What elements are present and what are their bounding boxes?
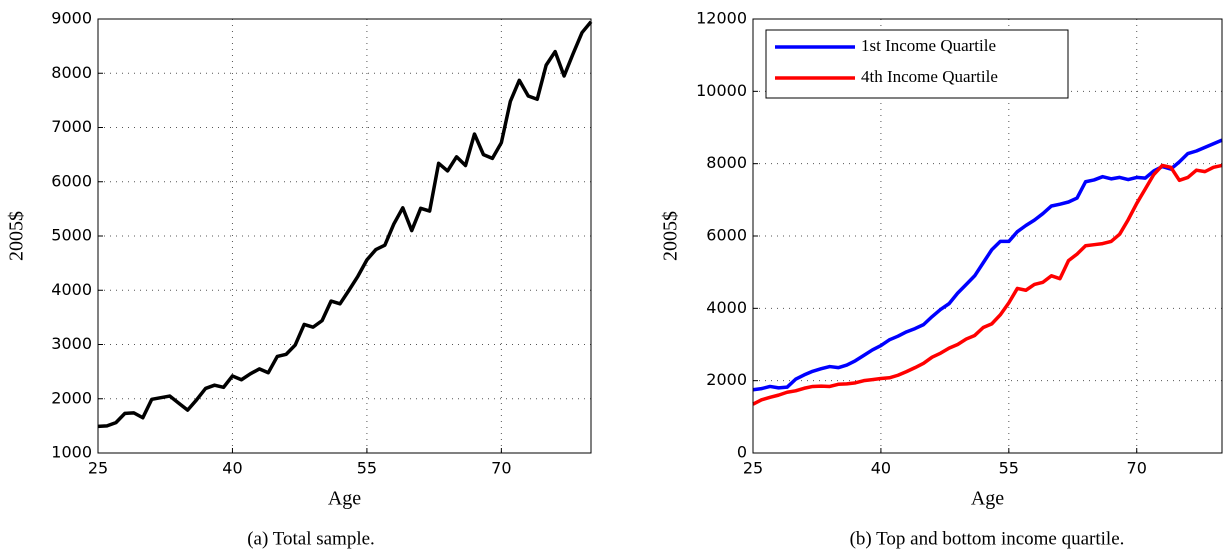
x-tick-label: 55	[999, 459, 1019, 478]
chart: 1000 2000 3000 4000 5000 6000 7000 8000 9000 25 40…	[6, 9, 593, 549]
chart: 0 2000 4000 6000 8000 10000 12000 25 40 55 70 Age 20…	[660, 9, 1223, 549]
y-tick-label: 9000	[51, 9, 92, 28]
x-axis-label: Age	[328, 488, 361, 510]
y-tick-label: 4000	[706, 298, 747, 317]
x-tick-label: 55	[357, 459, 377, 478]
y-tick-label: 8000	[706, 153, 747, 172]
data-line	[97, 20, 593, 429]
legend-label: 1st Income Quartile	[861, 36, 996, 55]
x-tick-label: 70	[491, 459, 511, 478]
x-tick-label: 25	[743, 459, 763, 478]
y-axis-label: 2005$	[660, 211, 682, 261]
y-tick-label: 10000	[696, 81, 747, 100]
y-tick-label: 6000	[706, 226, 747, 245]
y-tick-label: 0	[737, 443, 747, 462]
x-tick-label: 70	[1127, 459, 1147, 478]
y-tick-label: 3000	[51, 334, 92, 353]
y-tick-label: 1000	[51, 443, 92, 462]
legend: 1st Income Quartile 4th Income Quartile	[765, 29, 1069, 99]
x-tick-label: 25	[88, 459, 108, 478]
data-line	[752, 138, 1223, 392]
y-tick-label: 8000	[51, 63, 92, 82]
legend-label: 4th Income Quartile	[861, 67, 998, 86]
y-tick-label: 7000	[51, 117, 92, 136]
data-line	[752, 163, 1223, 406]
y-tick-label: 2000	[51, 388, 92, 407]
y-tick-label: 4000	[51, 280, 92, 299]
y-tick-label: 2000	[706, 370, 747, 389]
caption: (a) Total sample.	[247, 528, 375, 549]
legend-box	[765, 29, 1069, 99]
y-tick-label: 6000	[51, 171, 92, 190]
caption: (b) Top and bottom income quartile.	[850, 528, 1125, 549]
x-axis-label: Age	[971, 488, 1004, 510]
axes-frame	[97, 18, 592, 454]
y-axis-label: 2005$	[6, 211, 28, 261]
y-tick-label: 5000	[51, 226, 92, 245]
x-tick-label: 40	[222, 459, 242, 478]
x-tick-label: 40	[871, 459, 891, 478]
axes-frame	[752, 18, 1223, 454]
y-tick-label: 12000	[696, 9, 747, 28]
